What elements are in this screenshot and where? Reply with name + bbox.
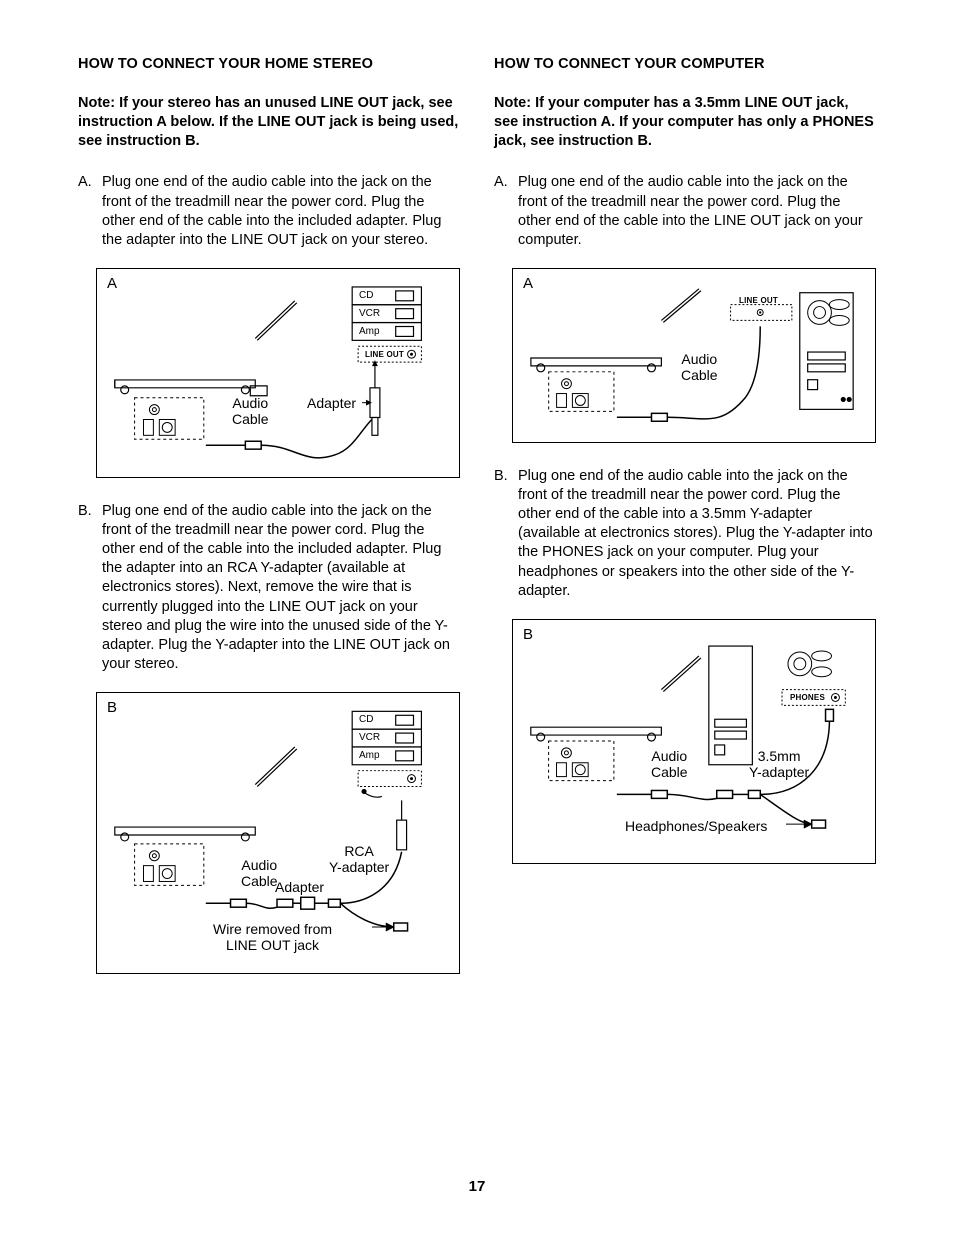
label-amp: Amp bbox=[359, 326, 380, 338]
label-vcr: VCR bbox=[359, 732, 380, 744]
label-lineout: LINE OUT bbox=[365, 350, 404, 359]
label-phones: PHONES bbox=[790, 693, 825, 702]
label-audio-cable: Audio Cable bbox=[232, 395, 269, 427]
step-body: Plug one end of the audio cable into the… bbox=[518, 467, 876, 601]
right-note: Note: If your computer has a 3.5mm LINE … bbox=[494, 94, 876, 151]
columns: HOW TO CONNECT YOUR HOME STEREO Note: If… bbox=[78, 56, 876, 998]
right-title: HOW TO CONNECT YOUR COMPUTER bbox=[494, 56, 876, 72]
label-adapter: Adapter bbox=[307, 395, 356, 411]
step-letter: A. bbox=[494, 173, 512, 250]
step-body: Plug one end of the audio cable into the… bbox=[102, 173, 460, 250]
right-diagram-b: B bbox=[512, 619, 876, 864]
left-step-b: B. Plug one end of the audio cable into … bbox=[78, 502, 460, 674]
left-diagram-a: A bbox=[96, 268, 460, 478]
left-note: Note: If your stereo has an unused LINE … bbox=[78, 94, 460, 151]
label-cd: CD bbox=[359, 714, 373, 726]
label-wire-removed: Wire removed from LINE OUT jack bbox=[213, 921, 332, 953]
left-step-a: A. Plug one end of the audio cable into … bbox=[78, 173, 460, 250]
diagram-svg bbox=[97, 269, 459, 477]
right-step-b: B. Plug one end of the audio cable into … bbox=[494, 467, 876, 601]
label-35mm-yadapter: 3.5mm Y-adapter bbox=[749, 748, 809, 780]
left-diagram-b: B bbox=[96, 692, 460, 974]
label-adapter: Adapter bbox=[275, 879, 324, 895]
label-audio-cable: Audio Cable bbox=[241, 857, 278, 889]
label-rca-yadapter: RCA Y-adapter bbox=[329, 843, 389, 875]
left-title: HOW TO CONNECT YOUR HOME STEREO bbox=[78, 56, 460, 72]
step-letter: B. bbox=[494, 467, 512, 601]
page-number: 17 bbox=[0, 1178, 954, 1195]
label-audio-cable: Audio Cable bbox=[681, 351, 718, 383]
right-step-a: A. Plug one end of the audio cable into … bbox=[494, 173, 876, 250]
label-lineout: LINE OUT bbox=[739, 296, 778, 305]
label-audio-cable: Audio Cable bbox=[651, 748, 688, 780]
step-body: Plug one end of the audio cable into the… bbox=[102, 502, 460, 674]
label-amp: Amp bbox=[359, 750, 380, 762]
label-vcr: VCR bbox=[359, 308, 380, 320]
label-headphones-speakers: Headphones/Speakers bbox=[625, 818, 767, 834]
right-diagram-a: A bbox=[512, 268, 876, 443]
step-letter: A. bbox=[78, 173, 96, 250]
left-column: HOW TO CONNECT YOUR HOME STEREO Note: If… bbox=[78, 56, 460, 998]
step-letter: B. bbox=[78, 502, 96, 674]
step-body: Plug one end of the audio cable into the… bbox=[518, 173, 876, 250]
page: HOW TO CONNECT YOUR HOME STEREO Note: If… bbox=[0, 0, 954, 1235]
right-column: HOW TO CONNECT YOUR COMPUTER Note: If yo… bbox=[494, 56, 876, 998]
label-cd: CD bbox=[359, 290, 373, 302]
